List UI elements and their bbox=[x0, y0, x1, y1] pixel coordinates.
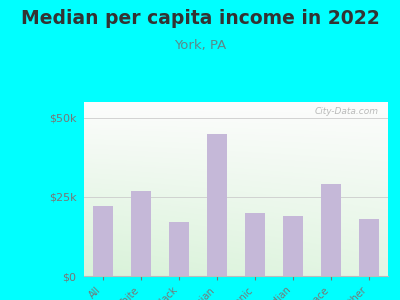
Bar bbox=[282, 216, 304, 276]
Bar bbox=[206, 134, 228, 276]
Bar bbox=[130, 190, 152, 276]
Text: City-Data.com: City-Data.com bbox=[315, 107, 379, 116]
Bar bbox=[358, 219, 380, 276]
Text: Median per capita income in 2022: Median per capita income in 2022 bbox=[21, 9, 379, 28]
Bar bbox=[320, 184, 342, 276]
Text: York, PA: York, PA bbox=[174, 39, 226, 52]
Bar bbox=[244, 213, 266, 276]
Bar bbox=[168, 222, 190, 276]
Bar bbox=[92, 206, 114, 276]
